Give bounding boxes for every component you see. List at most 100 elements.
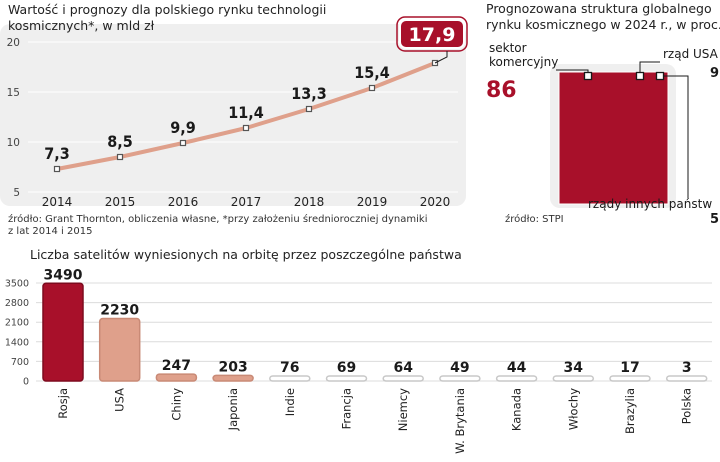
forecast-points [53, 59, 439, 173]
satellites-bars [42, 282, 708, 382]
forecast-source-line-1: źródło: Grant Thornton, obliczenia własn… [8, 213, 427, 225]
forecast-x-tick-label: 2018 [294, 195, 325, 209]
satellites-y-tick-label: 0 [23, 377, 29, 388]
satellites-category-label: Niemcy [396, 388, 410, 431]
satellites-bar [212, 374, 254, 382]
forecast-y-tick-label: 20 [7, 37, 20, 49]
forecast-value-label: 7,3 [44, 144, 70, 163]
satellites-y-tick-label: 2100 [5, 318, 29, 329]
highlight-value-box [399, 19, 465, 49]
forecast-y-tick-label: 5 [13, 187, 20, 199]
satellites-category-label: Kanada [510, 388, 524, 431]
satellites-value-label: 34 [564, 360, 584, 376]
forecast-value-label: 9,9 [170, 118, 196, 137]
satellites-category-label: Francja [340, 388, 354, 429]
satellites-title: Liczba satelitów wyniesionych na orbitę … [30, 247, 462, 262]
forecast-y-tick-label: 10 [7, 137, 20, 149]
satellites-value-label: 69 [337, 360, 356, 376]
satellites-y-tick-label: 3500 [5, 279, 29, 290]
forecast-point [242, 124, 250, 132]
forecast-panel-background [0, 24, 466, 206]
forecast-value-label: 8,5 [107, 132, 133, 151]
forecast-x-tick-label: 2020 [420, 195, 451, 209]
forecast-value-label: 13,3 [291, 84, 327, 103]
satellites-category-label: W. Brytania [453, 388, 467, 454]
forecast-x-tick-label: 2015 [105, 195, 136, 209]
satellites-bar [552, 375, 595, 382]
forecast-value-labels: 7,3 8,5 9,9 11,4 13,3 15,4 [44, 63, 390, 163]
satellites-bar [382, 375, 424, 382]
satellites-bar [325, 375, 368, 382]
satellites-category-label: Rosja [56, 388, 70, 419]
satellites-value-label: 203 [218, 359, 247, 375]
forecast-x-tick-label: 2019 [357, 195, 388, 209]
structure-title-line-2: rynku kosmicznego w 2024 r., w proc. [486, 17, 720, 32]
satellites-value-label: 247 [162, 358, 191, 374]
forecast-title-line-1: Wartość i prognozy dla polskiego rynku t… [8, 2, 326, 17]
structure-source: źródło: STPI [505, 213, 564, 225]
satellites-bar [155, 373, 198, 382]
satellites-bar [269, 375, 311, 382]
slice-commercial [559, 72, 668, 204]
leader-usa [639, 61, 660, 76]
marker-usa [635, 71, 645, 81]
satellites-y-tick-label: 2800 [5, 298, 29, 309]
satellites-category-label: Chiny [169, 388, 183, 421]
forecast-y-tick-label: 15 [7, 87, 20, 99]
marker-commercial [583, 71, 593, 81]
slice-label-usa: rząd USA [663, 47, 719, 61]
highlight-value-label: 17,9 [409, 24, 456, 46]
marker-others [655, 71, 665, 81]
structure-title-line-1: Prognozowana struktura globalnego [486, 1, 712, 16]
satellites-bar [98, 317, 141, 382]
forecast-source-line-2: z lat 2014 i 2015 [8, 226, 92, 237]
satellites-value-label: 3 [682, 360, 692, 376]
forecast-gridlines [28, 41, 458, 193]
forecast-point [305, 105, 313, 113]
forecast-value-label: 15,4 [354, 63, 390, 82]
satellites-bar [495, 375, 538, 382]
slice-value-usa: 9 [710, 66, 719, 81]
satellites-value-label: 2230 [100, 303, 139, 319]
slice-value-others: 5 [710, 212, 719, 227]
slice-value-commercial: 86 [486, 78, 517, 103]
satellites-category-label: Indie [283, 388, 297, 416]
forecast-x-tick-label: 2017 [231, 195, 262, 209]
satellites-category-labels: Rosja USA Chiny Japonia Indie Francja Niemcy W.… [56, 388, 694, 454]
satellites-y-axis: 0 700 1400 2100 2800 3500 [5, 279, 29, 388]
forecast-line-chart: Wartość i prognozy dla polskiego rynku t… [0, 2, 468, 237]
forecast-highlight-callout: 17,9 [396, 16, 468, 64]
slice-label-commercial-line-2: komercyjny [489, 55, 558, 69]
forecast-point [368, 84, 376, 92]
satellites-category-label: Brazylia [623, 388, 637, 434]
satellites-value-labels: 3490 2230 247 203 76 69 64 49 44 34 17 3 [44, 267, 692, 376]
satellites-value-label: 49 [450, 360, 469, 376]
satellites-y-tick-label: 1400 [5, 337, 29, 348]
satellites-value-label: 3490 [44, 267, 83, 283]
slice-label-commercial-line-1: sektor [489, 41, 527, 55]
satellites-value-label: 17 [620, 360, 639, 376]
leader-others [660, 75, 689, 198]
structure-slices [558, 71, 669, 205]
satellites-category-label: USA [113, 388, 127, 412]
satellites-category-label: Polska [680, 388, 694, 424]
forecast-point [53, 165, 61, 173]
satellites-bar [665, 375, 708, 382]
satellites-value-label: 64 [393, 360, 413, 376]
forecast-title-line-2: kosmicznych*, w mld zł [8, 18, 155, 33]
satellites-gridlines [36, 282, 712, 382]
forecast-y-axis: 5 10 15 20 [7, 37, 20, 199]
forecast-x-axis: 2014 2015 2016 2017 2018 2019 2020 [42, 195, 451, 209]
satellites-y-tick-label: 700 [11, 357, 29, 368]
forecast-x-tick-label: 2014 [42, 195, 73, 209]
satellites-category-label: Japonia [226, 388, 240, 431]
forecast-point [116, 153, 124, 161]
highlight-leader-line [434, 51, 448, 64]
satellites-bar [609, 375, 651, 382]
forecast-value-label: 11,4 [228, 103, 264, 122]
satellites-bar [439, 375, 481, 382]
satellites-bar [42, 282, 84, 382]
satellites-category-label: Włochy [566, 388, 580, 430]
highlight-value-frame [396, 16, 468, 52]
